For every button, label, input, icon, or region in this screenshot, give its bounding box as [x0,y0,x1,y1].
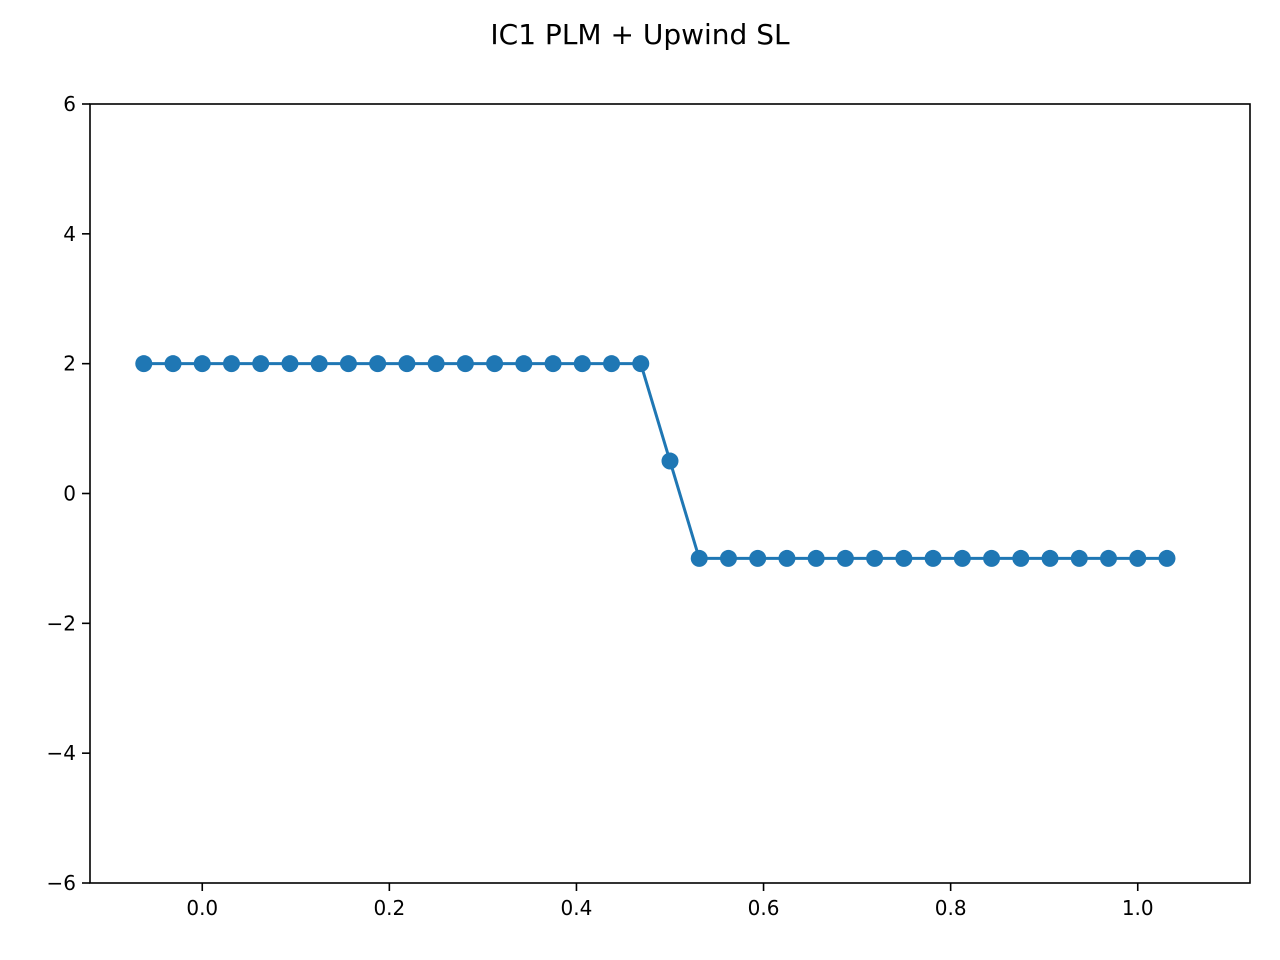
data-point [1129,549,1147,567]
data-point [1070,549,1088,567]
data-point [369,355,387,373]
data-point [193,355,211,373]
data-point [1158,549,1176,567]
series-line [143,362,1167,560]
data-point [281,355,299,373]
data-point [953,549,971,567]
data-point [836,549,854,567]
y-axis: −6 −4 −2 0 2 4 6 [47,92,90,895]
data-point [807,549,825,567]
chart-title: IC1 PLM + Upwind SL [490,18,790,51]
x-axis: 0.0 0.2 0.4 0.6 0.8 1.0 [186,883,1154,920]
data-point [398,355,416,373]
y-tick-label: 6 [63,92,76,116]
data-point [339,355,357,373]
data-point [486,355,504,373]
data-point [924,549,942,567]
data-point [515,355,533,373]
plot-area [135,355,1176,567]
x-tick-label: 0.0 [186,896,218,920]
data-point [603,355,621,373]
data-point [983,549,1001,567]
y-tick-label: −2 [47,611,76,635]
data-point [164,355,182,373]
data-point [222,355,240,373]
data-point [544,355,562,373]
axes-frame [89,103,1251,884]
data-point [427,355,445,373]
y-tick-label: −6 [47,871,76,895]
x-tick-label: 0.6 [748,896,780,920]
data-point [719,549,737,567]
y-tick-label: −4 [47,741,76,765]
data-point [1012,549,1030,567]
data-point [778,549,796,567]
x-tick-label: 1.0 [1122,896,1154,920]
data-point [1100,549,1118,567]
data-point [895,549,913,567]
x-tick-label: 0.8 [935,896,967,920]
data-point [456,355,474,373]
y-tick-label: 2 [63,352,76,376]
x-tick-label: 0.2 [373,896,405,920]
y-tick-label: 0 [63,482,76,506]
data-point [252,355,270,373]
data-point [749,549,767,567]
data-point [690,549,708,567]
data-point [866,549,884,567]
data-point [632,355,650,373]
data-point [310,355,328,373]
x-tick-label: 0.4 [561,896,593,920]
data-point [1041,549,1059,567]
y-tick-label: 4 [63,222,76,246]
data-point [661,452,679,470]
data-point [573,355,591,373]
data-point [135,355,153,373]
